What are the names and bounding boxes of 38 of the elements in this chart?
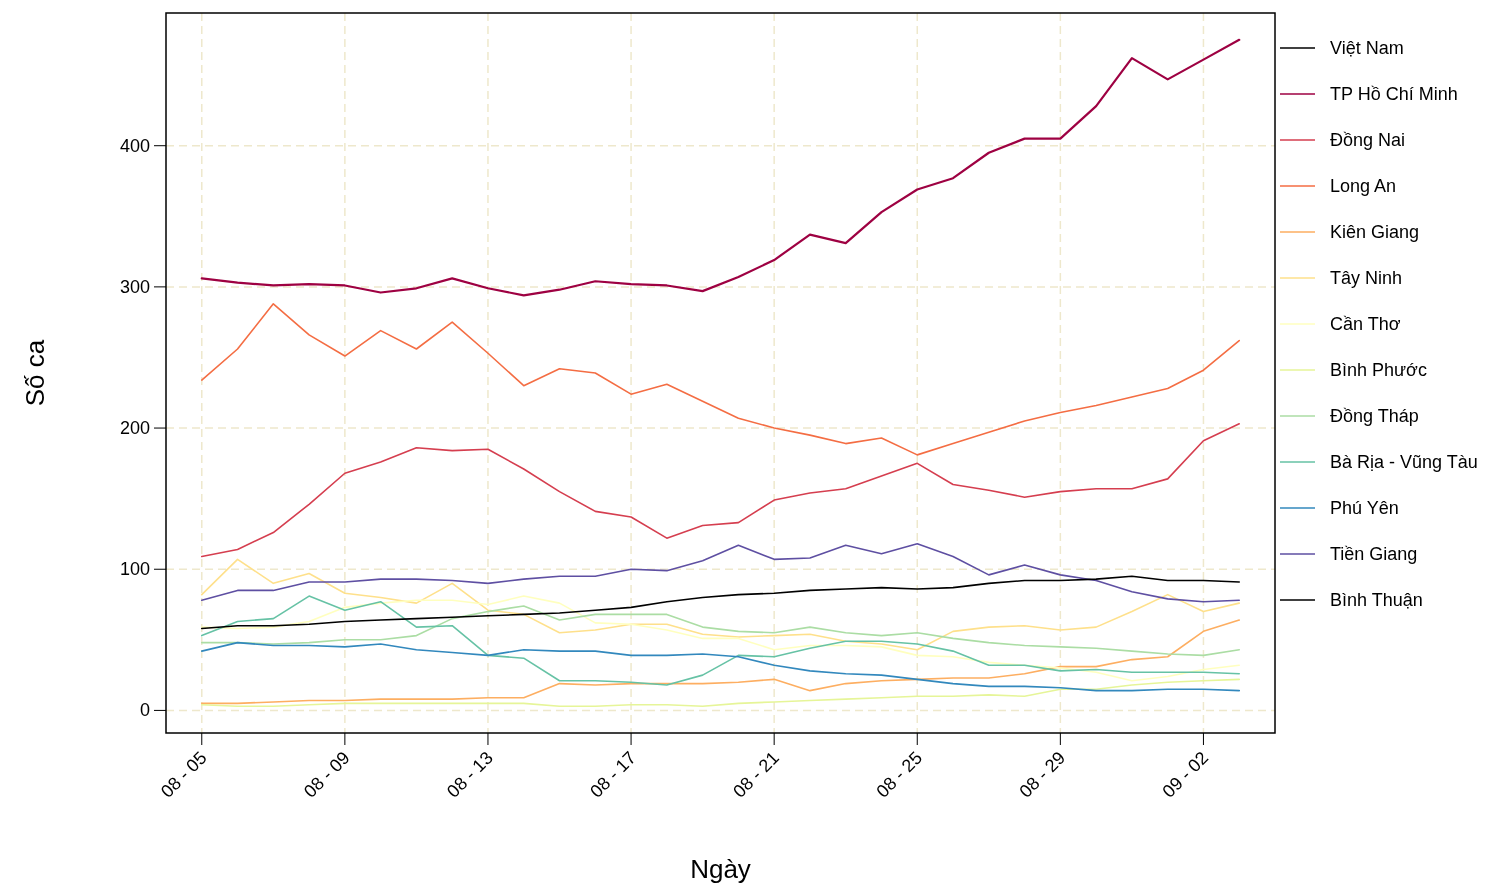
legend-label: Đồng Tháp <box>1330 406 1419 426</box>
legend-label: Việt Nam <box>1330 38 1404 58</box>
legend-label: Bình Thuận <box>1330 590 1423 610</box>
x-axis-title: Ngày <box>690 854 751 884</box>
line-series <box>200 678 1241 707</box>
legend-label: Đồng Nai <box>1330 130 1406 150</box>
legend-label: Tây Ninh <box>1330 268 1403 288</box>
legend-label: Cần Thơ <box>1330 314 1401 334</box>
legend-label: Phú Yên <box>1330 498 1399 518</box>
line-series <box>200 558 1241 651</box>
x-tick-label: 08 - 29 <box>1015 747 1070 802</box>
x-tick-label: 08 - 21 <box>729 747 783 802</box>
x-tick-label: 08 - 13 <box>443 747 497 802</box>
legend-label: Long An <box>1330 176 1397 196</box>
x-tick-label: 08 - 05 <box>156 747 211 802</box>
y-tick-label: 400 <box>119 135 150 156</box>
line-series <box>200 605 1241 657</box>
x-tick-label: 08 - 25 <box>872 747 927 802</box>
legend-label: Bình Phước <box>1330 360 1427 380</box>
line-series <box>200 303 1241 456</box>
x-tick-label: 09 - 02 <box>1158 747 1213 802</box>
y-tick-label: 300 <box>119 276 150 297</box>
line-series <box>200 543 1241 603</box>
legend-label: TP Hồ Chí Minh <box>1330 84 1458 104</box>
y-tick-label: 0 <box>139 700 150 721</box>
line-series <box>200 619 1241 705</box>
y-axis-title: Số ca <box>20 339 50 407</box>
legend-label: Bà Rịa - Vũng Tàu <box>1330 452 1478 472</box>
x-tick-label: 08 - 17 <box>586 747 640 802</box>
line-series <box>200 38 1241 297</box>
y-tick-label: 200 <box>119 418 150 439</box>
x-tick-label: 08 - 09 <box>299 747 354 802</box>
line-series <box>200 423 1241 558</box>
legend-label: Tiền Giang <box>1330 544 1418 564</box>
y-tick-label: 100 <box>119 559 150 580</box>
line-series <box>200 641 1241 692</box>
legend-label: Kiên Giang <box>1330 222 1420 242</box>
line-series <box>200 575 1241 630</box>
